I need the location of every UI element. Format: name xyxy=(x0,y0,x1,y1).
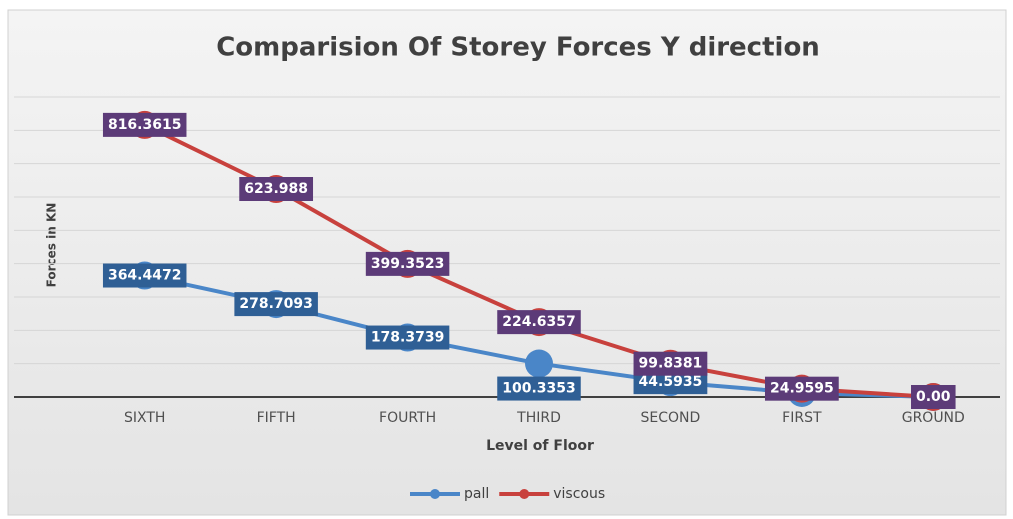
data-label-box xyxy=(764,376,839,401)
data-label-box xyxy=(365,251,450,276)
marker xyxy=(525,349,553,378)
data-label: 178.3739 xyxy=(371,330,445,346)
x-tick-label: THIRD xyxy=(516,410,561,426)
x-axis-label: Level of Floor xyxy=(486,438,594,454)
data-label: 44.5935 xyxy=(639,374,703,390)
data-label-box xyxy=(497,310,581,335)
data-label: 24.9595 xyxy=(770,381,834,397)
data-label: 623.988 xyxy=(244,181,308,197)
legend-marker xyxy=(430,489,440,499)
data-label: 816.3615 xyxy=(108,117,182,133)
data-label-box xyxy=(234,292,318,317)
data-label-box xyxy=(633,351,708,376)
x-tick-label: FIFTH xyxy=(257,410,296,426)
data-label: 100.3353 xyxy=(502,381,576,397)
data-label: 364.4472 xyxy=(108,268,182,284)
data-label-box xyxy=(365,325,450,350)
chart-title: Comparision Of Storey Forces Y direction xyxy=(216,33,820,63)
data-label: 224.6357 xyxy=(502,314,576,330)
x-tick-label: FIRST xyxy=(782,410,822,426)
legend-marker xyxy=(519,489,530,499)
data-label: 399.3523 xyxy=(371,256,445,272)
chart-background xyxy=(7,9,1007,516)
x-tick-label: SECOND xyxy=(641,410,701,426)
data-label-box xyxy=(102,263,187,288)
data-label: 99.8381 xyxy=(639,356,703,372)
data-label: 0.00 xyxy=(916,389,951,405)
legend-label: viscous xyxy=(553,486,605,502)
x-tick-label: FOURTH xyxy=(379,410,436,426)
legend-label: pall xyxy=(464,486,489,502)
x-tick-label: SIXTH xyxy=(124,410,165,426)
data-label-box xyxy=(102,112,187,137)
data-label: 278.7093 xyxy=(239,296,313,312)
y-axis-label: Forces in KN xyxy=(45,203,59,288)
data-label-box xyxy=(497,376,581,401)
x-tick-label: GROUND xyxy=(902,410,965,426)
data-label-box xyxy=(239,177,314,202)
data-label-box xyxy=(911,385,956,409)
